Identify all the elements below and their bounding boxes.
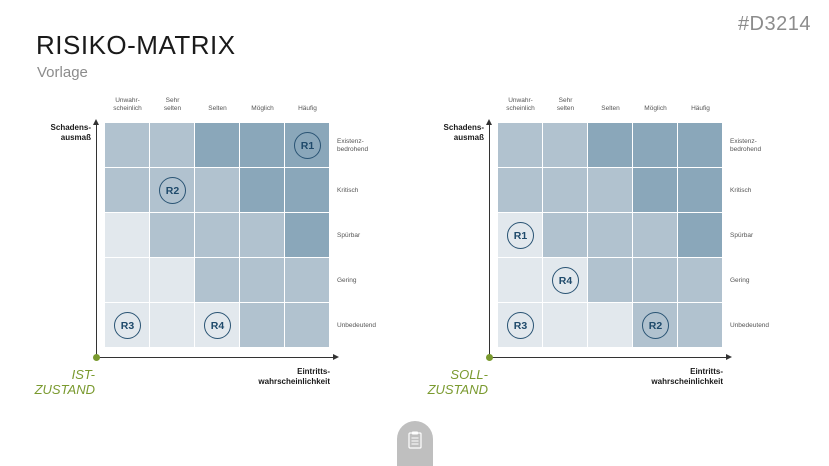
row-label: Existenz- bedrohend xyxy=(337,137,369,153)
matrix-cell[interactable] xyxy=(633,168,677,212)
matrix-cell[interactable] xyxy=(543,123,587,167)
risk-marker-r4[interactable]: R4 xyxy=(552,267,579,294)
column-label: Unwahr- scheinlich xyxy=(506,97,535,112)
risk-marker-r1[interactable]: R1 xyxy=(507,222,534,249)
risk-marker-r2[interactable]: R2 xyxy=(159,177,186,204)
clipboard-tab[interactable] xyxy=(397,421,433,466)
matrix-cell[interactable] xyxy=(150,213,194,257)
matrix-cell[interactable] xyxy=(240,168,284,212)
matrix-cell[interactable] xyxy=(195,168,239,212)
y-axis-arrow xyxy=(486,119,492,125)
page-subtitle: Vorlage xyxy=(37,64,88,81)
risk-marker-r2[interactable]: R2 xyxy=(642,312,669,339)
x-axis-label: Eintritts- wahrscheinlichkeit xyxy=(651,367,723,386)
column-label: Selten xyxy=(601,105,620,112)
matrix-cell[interactable] xyxy=(498,258,542,302)
row-label: Spürbar xyxy=(730,231,754,239)
column-label: Unwahr- scheinlich xyxy=(113,97,142,112)
risk-marker-r4[interactable]: R4 xyxy=(204,312,231,339)
matrix-cell[interactable] xyxy=(285,258,329,302)
matrix-cell[interactable] xyxy=(150,303,194,347)
y-axis xyxy=(489,124,490,357)
matrix-cell[interactable] xyxy=(633,213,677,257)
matrix-cell[interactable] xyxy=(195,213,239,257)
matrix-cell[interactable] xyxy=(150,123,194,167)
matrix-cell[interactable] xyxy=(543,303,587,347)
risk-marker-r3[interactable]: R3 xyxy=(507,312,534,339)
matrix-cell[interactable] xyxy=(678,123,722,167)
matrix-cell[interactable] xyxy=(588,258,632,302)
row-label: Gering xyxy=(337,276,357,284)
column-label: Sehr selten xyxy=(556,97,575,112)
column-label: Häufig xyxy=(691,105,710,112)
column-label: Selten xyxy=(208,105,227,112)
matrix-cell[interactable] xyxy=(678,258,722,302)
matrix-cell[interactable] xyxy=(543,213,587,257)
matrix-cell[interactable] xyxy=(588,168,632,212)
matrix-cell[interactable] xyxy=(588,123,632,167)
matrix-cell[interactable] xyxy=(105,123,149,167)
x-axis xyxy=(96,357,335,358)
column-label: Häufig xyxy=(298,105,317,112)
y-axis-label: Schadens- ausmaß xyxy=(443,123,484,142)
row-label: Gering xyxy=(730,276,750,284)
matrix-cell[interactable] xyxy=(588,303,632,347)
y-axis-label: Schadens- ausmaß xyxy=(50,123,91,142)
matrix-cell[interactable] xyxy=(240,123,284,167)
row-label: Spürbar xyxy=(337,231,361,239)
column-label: Möglich xyxy=(644,105,667,112)
clipboard-icon xyxy=(408,431,422,449)
matrix-cell[interactable] xyxy=(678,213,722,257)
matrix-cell[interactable] xyxy=(240,303,284,347)
row-label: Kritisch xyxy=(730,186,752,194)
x-axis xyxy=(489,357,728,358)
matrix-cell[interactable] xyxy=(105,258,149,302)
matrix-cell[interactable] xyxy=(195,258,239,302)
state-label: SOLL- ZUSTAND xyxy=(427,367,488,397)
matrix-cell[interactable] xyxy=(240,213,284,257)
matrix-cell[interactable] xyxy=(678,168,722,212)
matrix-cell[interactable] xyxy=(285,303,329,347)
matrix-cell[interactable] xyxy=(633,123,677,167)
matrix-cell[interactable] xyxy=(105,168,149,212)
page-code: #D3214 xyxy=(737,13,811,35)
matrix-cell[interactable] xyxy=(588,213,632,257)
matrix-cell[interactable] xyxy=(498,123,542,167)
row-label: Existenz- bedrohend xyxy=(730,137,762,153)
axis-origin-dot xyxy=(486,354,493,361)
matrix-cell[interactable] xyxy=(240,258,284,302)
y-axis xyxy=(96,124,97,357)
x-axis-arrow xyxy=(333,354,339,360)
matrix-cell[interactable] xyxy=(150,258,194,302)
matrix-cell[interactable] xyxy=(543,168,587,212)
matrix-cell[interactable] xyxy=(498,168,542,212)
matrix-cell[interactable] xyxy=(105,213,149,257)
matrix-cell[interactable] xyxy=(285,168,329,212)
y-axis-arrow xyxy=(93,119,99,125)
matrix-cell[interactable] xyxy=(285,213,329,257)
page-title: RISIKO-MATRIX xyxy=(36,30,236,60)
column-label: Möglich xyxy=(251,105,274,112)
x-axis-arrow xyxy=(726,354,732,360)
row-label: Unbedeutend xyxy=(337,321,377,329)
matrix-cell[interactable] xyxy=(633,258,677,302)
row-label: Unbedeutend xyxy=(730,321,770,329)
risk-marker-r3[interactable]: R3 xyxy=(114,312,141,339)
matrix-cell[interactable] xyxy=(678,303,722,347)
state-label: IST- ZUSTAND xyxy=(34,367,95,397)
column-label: Sehr selten xyxy=(163,97,182,112)
risk-marker-r1[interactable]: R1 xyxy=(294,132,321,159)
x-axis-label: Eintritts- wahrscheinlichkeit xyxy=(258,367,330,386)
matrix-cell[interactable] xyxy=(195,123,239,167)
axis-origin-dot xyxy=(93,354,100,361)
row-label: Kritisch xyxy=(337,186,359,194)
